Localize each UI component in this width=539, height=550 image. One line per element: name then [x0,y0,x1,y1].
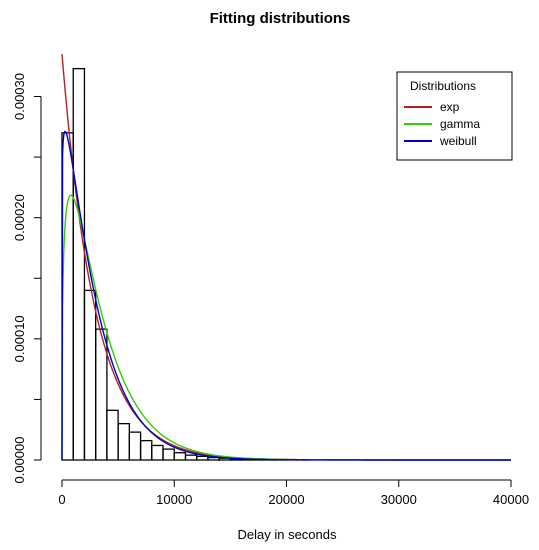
legend: Distributions exp gamma weibull [396,71,513,161]
histogram-bar [139,439,153,461]
legend-item-exp: exp [440,100,460,114]
histogram-bar [72,67,86,461]
y-tick-label: 0.00020 [12,194,27,241]
histogram-bar [173,452,187,461]
histogram-bar [162,448,175,461]
histogram-bars [61,67,310,461]
histogram-bar [95,328,108,461]
curve-gamma [61,194,511,461]
histogram-bar [128,431,142,461]
legend-title: Distributions [410,79,476,93]
x-tick-label: 20000 [268,492,304,507]
histogram-bar [61,132,74,461]
x-tick-label: 40000 [493,492,529,507]
y-axis: 0.00000 0.00010 0.00020 0.00030 [12,73,42,484]
histogram-bar [83,289,97,461]
legend-item-weibull: weibull [439,134,477,148]
histogram-bar [117,422,130,461]
y-tick-label: 0.00030 [12,73,27,120]
histogram-bar [184,454,198,461]
x-axis-label: Delay in seconds [238,527,337,542]
x-tick-label: 0 [58,492,65,507]
y-tick-label: 0.00000 [12,437,27,484]
curve-weibull [61,130,511,461]
x-axis: 0 10000 20000 30000 40000 [58,479,529,507]
histogram-bar [196,455,209,461]
legend-box [396,71,513,161]
x-tick-label: 10000 [156,492,192,507]
histogram-bar [151,444,164,461]
x-tick-label: 30000 [381,492,417,507]
legend-item-gamma: gamma [440,117,480,131]
histogram-bar [106,409,119,461]
histogram-bar [207,456,220,461]
fit-curves [61,54,511,461]
y-tick-label: 0.00010 [12,315,27,362]
chart-title: Fitting distributions [210,10,351,27]
